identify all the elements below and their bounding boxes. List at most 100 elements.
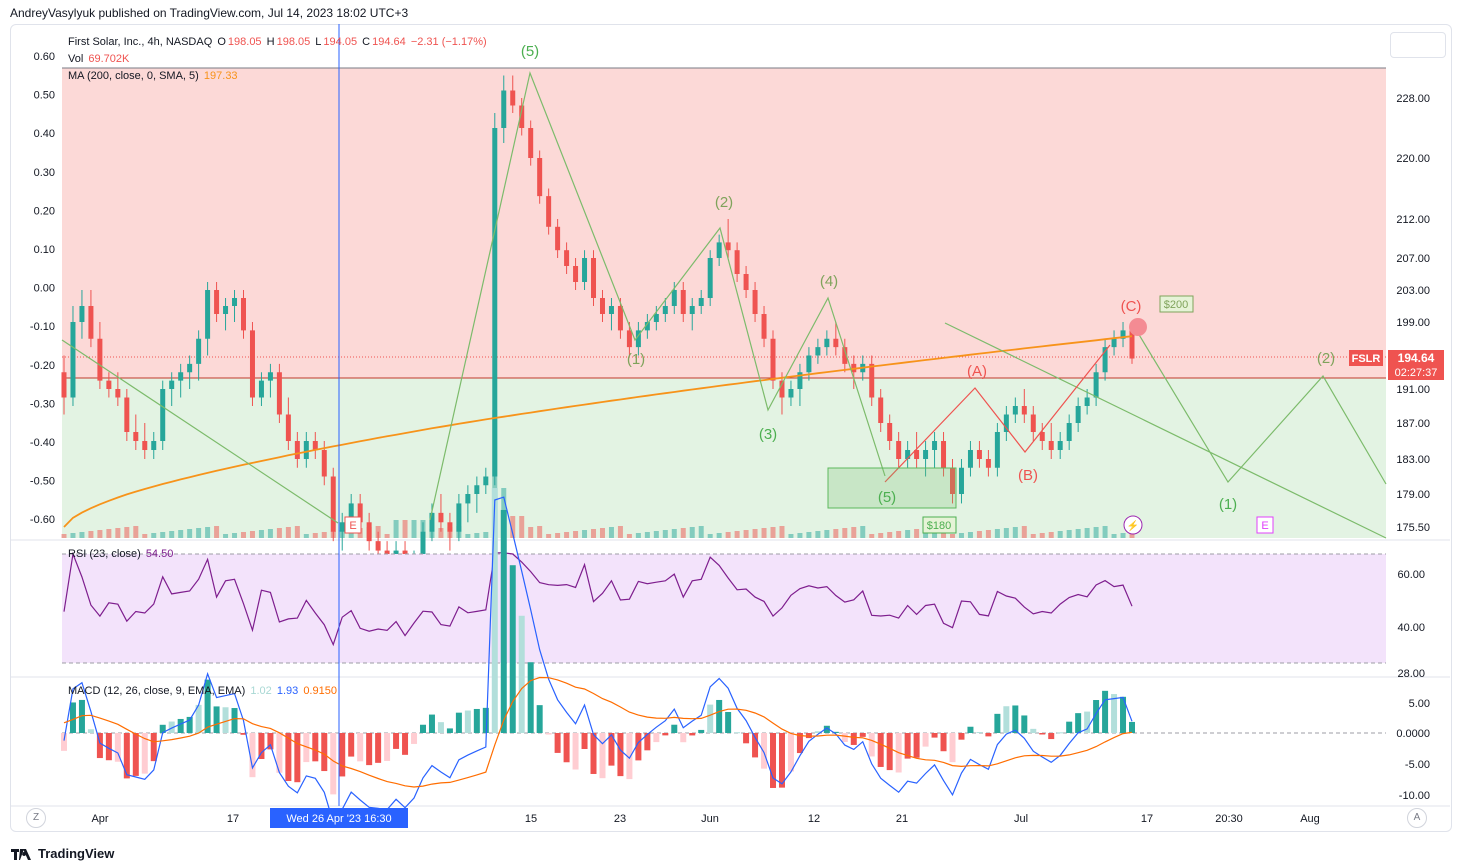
macd-hist-bar <box>393 733 400 749</box>
candle-body <box>878 397 884 423</box>
macd-hist-bar <box>1012 705 1019 733</box>
macd-hist-bar <box>69 702 76 733</box>
volume-bar <box>1129 532 1135 538</box>
volume-bar <box>644 532 650 538</box>
earnings-marker-1-text: E <box>349 520 356 532</box>
candle-body <box>626 330 632 348</box>
zoom-button[interactable]: Z <box>26 808 46 828</box>
volume-bar <box>1093 527 1099 538</box>
rsi-axis-tick: 40.00 <box>1397 622 1425 634</box>
volume-bar <box>519 516 525 538</box>
macd-hist-bar <box>473 708 480 733</box>
candle-body <box>842 347 848 364</box>
macd-hist-bar <box>832 731 839 733</box>
macd-hist-bar <box>877 733 884 767</box>
candle-body <box>564 250 570 266</box>
candle-body <box>537 158 543 197</box>
left-axis-tick: 0.00 <box>34 283 55 295</box>
candle-body <box>644 322 650 331</box>
volume-bar <box>240 532 246 538</box>
candle-body <box>276 372 282 415</box>
macd-hist-bar <box>159 724 166 733</box>
candle-body <box>896 441 902 459</box>
close-value: 194.64 <box>372 36 406 48</box>
symbol-tag-text: FSLR <box>1352 353 1381 365</box>
macd-hist-bar <box>536 705 543 733</box>
volume-bar <box>591 529 597 538</box>
candle-body <box>240 298 246 331</box>
volume-bar <box>1057 531 1063 538</box>
candle-body <box>806 355 812 373</box>
volume-bar <box>61 534 67 538</box>
volume-bar <box>303 534 309 538</box>
candle-body <box>815 347 821 356</box>
volume-bar <box>635 533 641 538</box>
candle-body <box>232 298 238 306</box>
left-axis-tick: -0.20 <box>30 360 55 372</box>
macd-line-value: 1.93 <box>276 685 299 697</box>
macd-hist-bar <box>446 728 453 733</box>
volume-bar <box>905 530 911 538</box>
volume-bar <box>833 529 839 538</box>
macd-hist-bar <box>796 733 803 754</box>
price-axis-tick: 203.00 <box>1396 285 1430 297</box>
volume-bar <box>564 532 570 538</box>
forecast-2-label: (2) <box>1317 350 1335 367</box>
macd-hist-bar <box>617 733 624 777</box>
crosshair-time-label: Wed 26 Apr '23 16:30 <box>286 813 391 825</box>
candle-body <box>357 503 363 523</box>
macd-hist-bar <box>428 714 435 733</box>
macd-hist-bar <box>303 733 310 763</box>
candle-body <box>1012 406 1018 415</box>
candle-body <box>187 363 193 373</box>
volume-bar <box>851 527 857 538</box>
macd-hist-bar <box>1129 721 1135 733</box>
candle-body <box>770 338 776 381</box>
volume-label: Vol <box>68 53 84 65</box>
volume-bar <box>761 528 767 538</box>
volume-bar <box>716 533 722 538</box>
volume-bar <box>276 528 282 538</box>
time-axis-tick: Aug <box>1300 813 1320 825</box>
macd-hist-bar <box>922 733 929 747</box>
candle-body <box>1003 414 1009 432</box>
candle-body <box>950 467 956 494</box>
time-axis-tick: Apr <box>91 813 108 825</box>
ma-legend: MA (200, close, 0, SMA, 5) 197.33 <box>68 70 240 82</box>
macd-hist-bar <box>707 704 714 733</box>
volume-bar <box>950 534 956 538</box>
volume-bar <box>124 527 130 538</box>
macd-hist-bar <box>240 733 247 735</box>
wave-c-label: (C) <box>1121 298 1142 315</box>
macd-hist-bar <box>1066 721 1073 733</box>
candle-body <box>994 432 1000 468</box>
candle-body <box>967 450 973 468</box>
candle-body <box>510 90 516 106</box>
macd-hist-bar <box>590 733 597 774</box>
volume-bar <box>267 529 273 538</box>
correction-wave <box>884 344 1111 483</box>
candle-body <box>214 290 220 314</box>
price-axis-tick: 175.50 <box>1396 522 1430 534</box>
candle-body <box>465 494 471 504</box>
open-label: O <box>217 36 226 48</box>
volume-bar <box>420 520 426 538</box>
event-lightning-icon <box>1123 515 1143 535</box>
auto-scale-button[interactable]: A <box>1407 808 1427 828</box>
volume-bar <box>232 533 238 538</box>
chart-toolbar-box[interactable] <box>1390 32 1446 58</box>
volume-bar <box>223 534 229 538</box>
candle-body <box>1129 330 1135 359</box>
macd-hist-bar <box>222 707 229 733</box>
rsi-label: RSI (23, close) <box>68 548 141 560</box>
volume-bar <box>914 529 920 538</box>
forecast-wave <box>1137 332 1387 485</box>
volume-bar <box>339 530 345 538</box>
macd-hist-bar <box>994 713 1001 733</box>
macd-hist-bar <box>1111 694 1118 733</box>
macd-hist-bar <box>195 704 202 733</box>
candle-body <box>79 306 85 322</box>
candle-body <box>285 414 291 441</box>
candle-body <box>294 441 300 459</box>
